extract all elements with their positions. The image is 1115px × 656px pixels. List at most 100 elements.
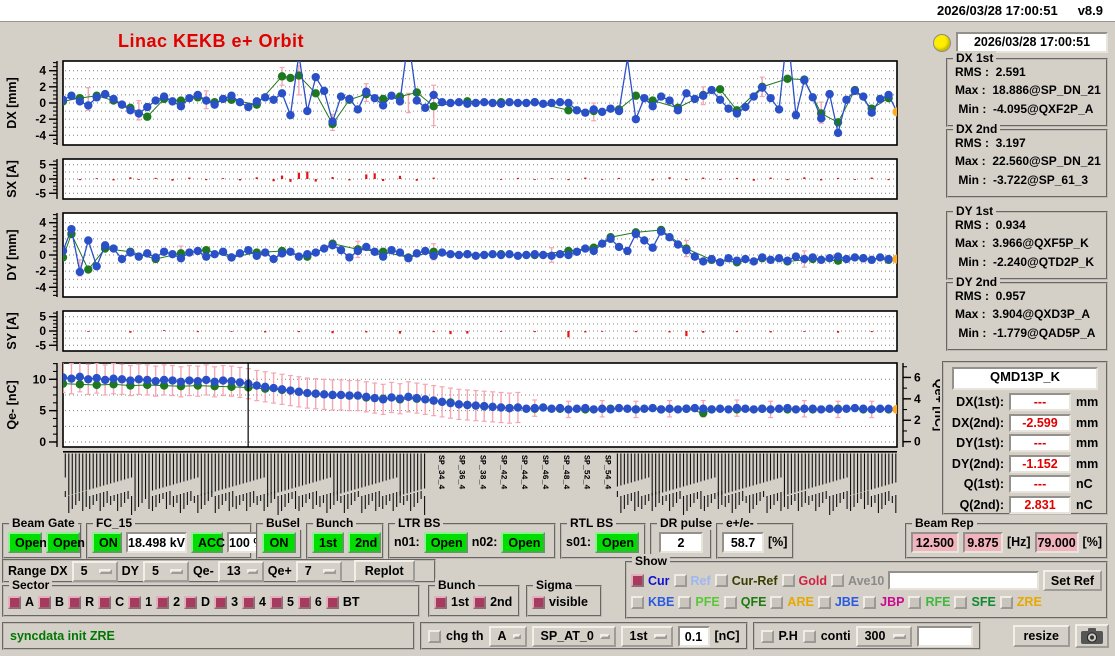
monitor-row-label: DX(1st): (956, 395, 1004, 409)
bpm-axis-label: SP_46_4 (540, 455, 549, 489)
bpm-axis-label: SP_44_4 (519, 455, 528, 489)
status-datetime: 2026/03/28 17:00:51 (956, 32, 1108, 53)
show-checkbox-sfe[interactable] (954, 595, 968, 609)
threshold-input[interactable]: 0.1 (677, 625, 710, 647)
sp-monitor-select[interactable]: SP_AT_0 (531, 625, 616, 647)
ltr-bs-open-button-1[interactable]: Open (423, 531, 468, 553)
show-checkbox-cur[interactable] (631, 574, 644, 587)
stat-line: Min : -1.779@QAD5P_A (955, 325, 1096, 340)
sector-checkbox-6[interactable] (297, 595, 311, 609)
sector-checkbox-2[interactable] (156, 595, 170, 609)
show-label-qfe: QFE (740, 595, 767, 609)
show-checkbox-ave10[interactable] (831, 574, 844, 587)
show-checkbox-are[interactable] (770, 595, 784, 609)
dy-series-orbit-1st-bunch (63, 224, 897, 277)
positron-ratio-group-content: 58.7 [%] (718, 525, 792, 557)
range-dy-select-menu-bar-icon (169, 568, 183, 574)
extra-input[interactable] (916, 625, 973, 647)
beam-gate-group-legend: Beam Gate (9, 516, 78, 530)
range-dx-select-menu-bar-icon (98, 568, 112, 574)
window-titlebar: 2026/03/28 17:00:51 v8.9 (0, 0, 1115, 22)
busel-on-button[interactable]: ON (262, 531, 296, 553)
chg-th-checkbox[interactable] (428, 629, 441, 643)
range-qep-select-menu-bar-icon (322, 568, 336, 574)
bpm-axis-label: SP_38_4 (477, 455, 486, 489)
sector-checkbox-5[interactable] (269, 595, 283, 609)
q-right-ytick-label: 4 (914, 392, 921, 406)
points-select-value: 300 (864, 629, 886, 643)
bunch-1st-button[interactable]: 1st (312, 531, 345, 553)
range-dy-select[interactable]: 5 (142, 560, 189, 582)
ltr-bs-open-button-2[interactable]: Open (501, 531, 546, 553)
sector-label-3: 3 (231, 595, 239, 609)
rtl-bs-group-content: s01: Open (562, 525, 644, 557)
show-checkbox-ref[interactable] (673, 574, 687, 587)
app-body: Linac KEKB e+ Orbit 2026/03/28 17:00:51 … (0, 23, 1115, 656)
sector-checkbox-c[interactable] (98, 595, 112, 609)
sigma-visible-checkbox[interactable] (532, 595, 545, 609)
replot-button[interactable]: Replot (353, 560, 415, 582)
range-qep-select[interactable]: 7 (295, 560, 342, 582)
show-checkbox-gold[interactable] (781, 574, 795, 587)
sector-checkbox-a[interactable] (8, 595, 21, 609)
sy-plot: 50-5 SY [A] (5, 310, 898, 352)
dr-pulse-group-legend: DR pulse (657, 516, 716, 530)
bunch-checkbox-2nd[interactable] (473, 595, 487, 609)
points-select[interactable]: 300 (855, 625, 912, 647)
conti-checkbox[interactable] (802, 629, 816, 643)
sector-group-content: A B R C 1 2 D 3 4 5 6 BT (4, 587, 418, 615)
show-checkbox-jbe[interactable] (817, 595, 831, 609)
beam-gate-open-button-2[interactable]: Open (46, 531, 85, 553)
busel-group: BuSel ON (256, 516, 304, 559)
statusbar-threshold-panel: chg th A SP_AT_0 1st 0.1 [nC] (420, 622, 748, 650)
fc15-on-button[interactable]: ON (92, 531, 122, 553)
beam-gate-open-button-1[interactable]: Open (8, 531, 47, 553)
dy-latest-point (892, 254, 897, 264)
sector-label-4: 4 (259, 595, 266, 609)
show-checkbox-kbe[interactable] (631, 595, 644, 609)
fc15-acc-button[interactable]: ACC (191, 531, 225, 553)
show-checkbox-zre[interactable] (999, 595, 1013, 609)
beam-gate-group-content: Open Open (4, 525, 85, 557)
sector-checkbox-b[interactable] (38, 595, 52, 609)
bunch-2nd-button[interactable]: 2nd (348, 531, 382, 553)
th-mode-select[interactable]: A (488, 625, 527, 647)
monitor-row-unit: nC (1076, 497, 1093, 512)
rtl-bs-label-1: s01: (566, 535, 592, 549)
busel-group-legend: BuSel (263, 516, 304, 530)
sx-ytick-label: -5 (35, 186, 46, 200)
sigma-group: Sigma visible (526, 578, 602, 617)
ltr-bs-group: LTR BS n01: Open n02: Open (388, 516, 556, 559)
dy-ytick-label: 0 (39, 248, 46, 262)
range-qem-select[interactable]: 13 (217, 560, 264, 582)
sector-checkbox-1[interactable] (128, 595, 142, 609)
show-label-ave10: Ave10 (848, 573, 885, 588)
beam-rep-percent-unit: [%] (1082, 535, 1102, 549)
stat-line: Min : -3.722@SP_61_3 (955, 172, 1089, 187)
rtl-bs-open-button-1[interactable]: Open (595, 531, 640, 553)
screenshot-button[interactable] (1075, 624, 1109, 648)
sector-checkbox-3[interactable] (214, 595, 228, 609)
show-checkbox-jbp[interactable] (863, 595, 877, 609)
show-checkbox-rfe[interactable] (908, 595, 922, 609)
sector-checkbox-r[interactable] (68, 595, 82, 609)
sector-checkbox-bt[interactable] (325, 595, 339, 609)
show-checkbox-pfe[interactable] (678, 595, 692, 609)
bunch-mode-select[interactable]: 1st (620, 625, 673, 647)
range-dx-select[interactable]: 5 (71, 560, 118, 582)
beam-rep-value-1: 12.500 (911, 531, 959, 553)
show-label-kbe: KBE (648, 595, 675, 609)
sector-checkbox-4[interactable] (242, 595, 256, 609)
show-checkbox-qfe[interactable] (723, 595, 737, 609)
set-ref-input[interactable] (888, 571, 1039, 590)
show-checkbox-cur-ref[interactable] (714, 574, 728, 587)
ph-checkbox[interactable] (760, 629, 774, 643)
sector-label-b: B (55, 595, 65, 609)
bunch-checkbox-1st[interactable] (434, 595, 447, 609)
sx-axis-title: SX [A] (5, 160, 19, 198)
set-ref-button[interactable]: Set Ref (1042, 570, 1102, 591)
resize-button[interactable]: resize (1012, 625, 1070, 647)
range-qem-label: Qe- (192, 564, 214, 578)
sy-axis-title: SY [A] (5, 312, 19, 349)
sector-checkbox-d[interactable] (184, 595, 198, 609)
